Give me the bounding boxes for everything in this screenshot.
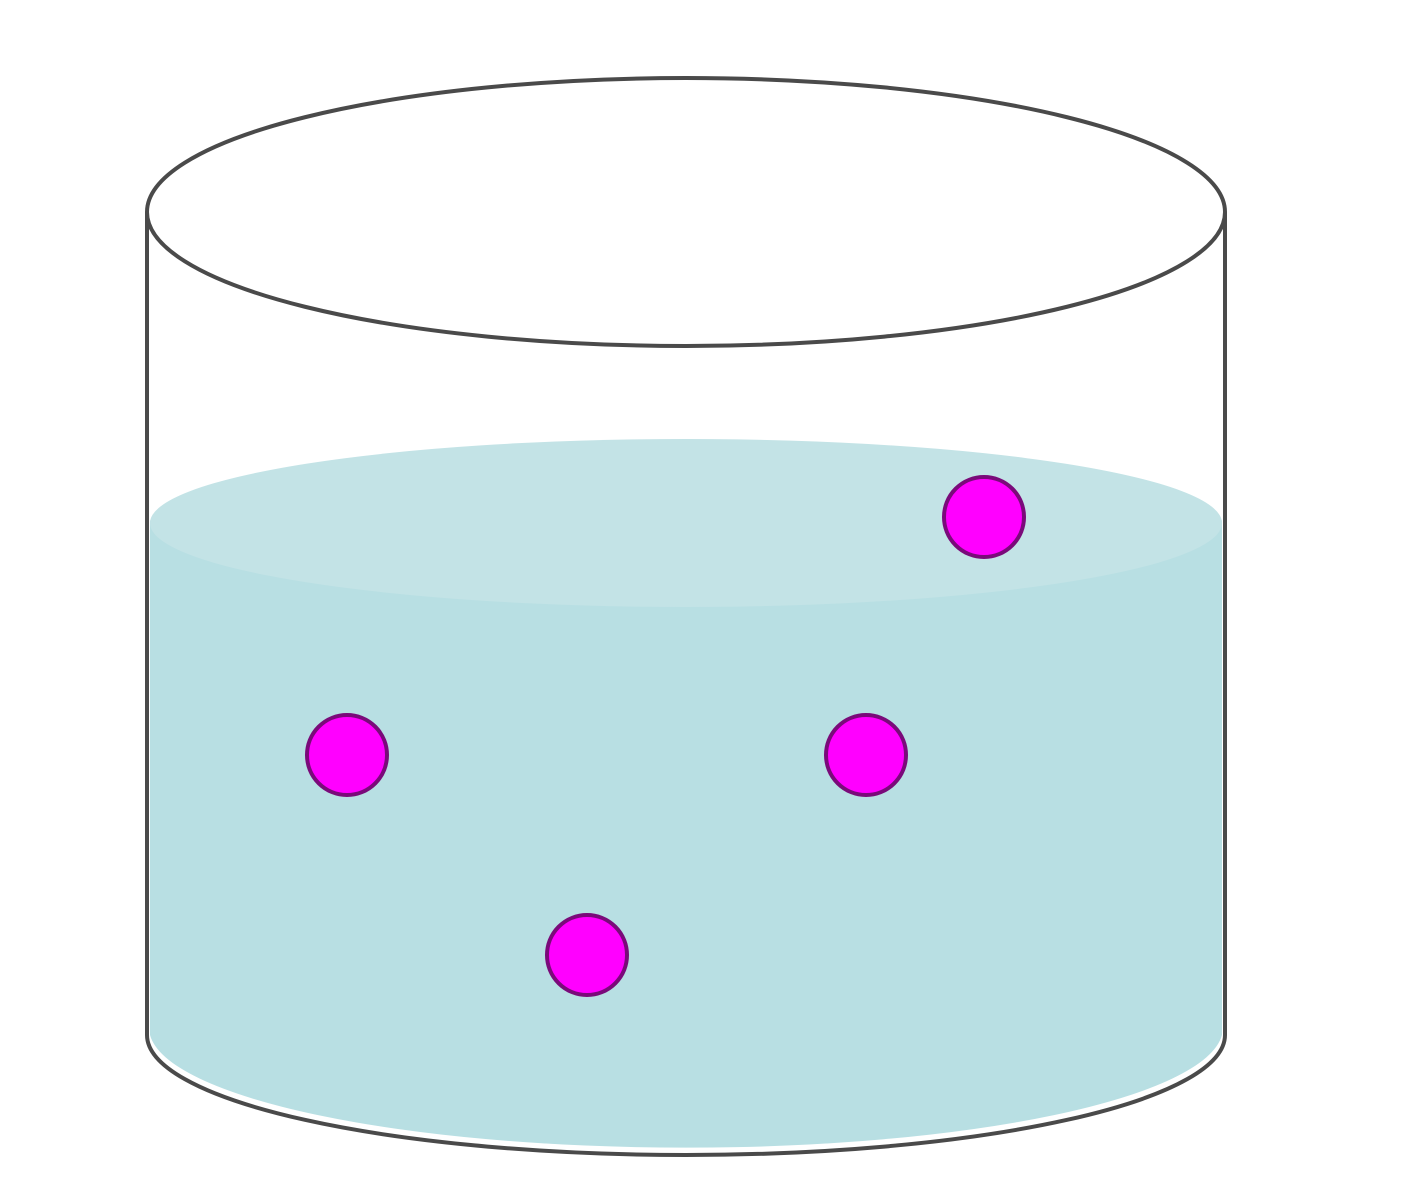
particle [545, 913, 629, 997]
liquid-surface [150, 439, 1222, 607]
particle [942, 475, 1026, 559]
beaker-bottom-rim [145, 1034, 1227, 1157]
particle [824, 713, 908, 797]
liquid-body [150, 520, 1222, 1148]
particle [305, 713, 389, 797]
beaker-top-rim [145, 76, 1227, 348]
